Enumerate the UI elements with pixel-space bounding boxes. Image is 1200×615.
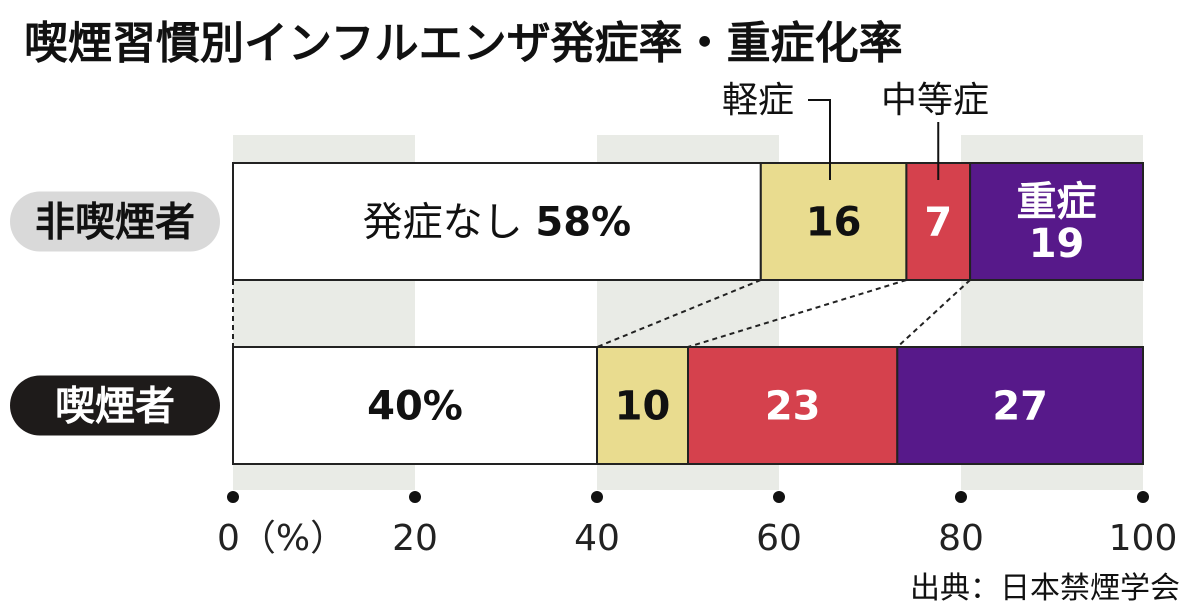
category-label: 非喫煙者: [35, 200, 195, 246]
tick-dot: [955, 491, 967, 503]
tick-dot: [409, 491, 421, 503]
data-label: 16: [806, 200, 862, 246]
data-label: 発症なし 58%: [363, 200, 631, 246]
connector-line: [596, 279, 762, 348]
tick-dot: [591, 491, 603, 503]
data-label: 40%: [367, 384, 463, 430]
tick-label: 40: [574, 518, 620, 559]
callout-label: 軽症: [722, 80, 794, 121]
chart-title: 喫煙習慣別インフルエンザ発症率・重症化率: [24, 18, 903, 69]
tick-dot: [227, 491, 239, 503]
tick-label: 100: [1109, 518, 1178, 559]
tick-label: 80: [938, 518, 984, 559]
tick-label: 0（%）: [217, 518, 346, 559]
tick-dot: [773, 491, 785, 503]
bar-segment: [687, 346, 899, 465]
callout-label: 中等症: [881, 80, 989, 121]
data-label: 10: [615, 384, 671, 430]
connector-line: [687, 279, 907, 348]
data-label: 23: [765, 384, 821, 430]
bar-segment: [759, 162, 908, 281]
bar-segment: [596, 346, 689, 465]
callout-leader: [808, 99, 831, 180]
tick-label: 20: [392, 518, 438, 559]
data-label: 27: [992, 384, 1048, 430]
category-pill: [10, 375, 220, 436]
bar-segment: [969, 162, 1144, 281]
tick-dot: [1137, 491, 1149, 503]
data-label: 重症 19: [1017, 179, 1097, 267]
data-label: 7: [924, 200, 952, 246]
connector-line: [896, 279, 971, 348]
category-pill: [10, 191, 220, 252]
tick-label: 60: [756, 518, 802, 559]
category-label: 喫煙者: [55, 384, 175, 430]
bar-segment: [232, 162, 762, 281]
source-note: 出典：日本禁煙学会: [910, 571, 1180, 606]
bar-segment: [896, 346, 1144, 465]
